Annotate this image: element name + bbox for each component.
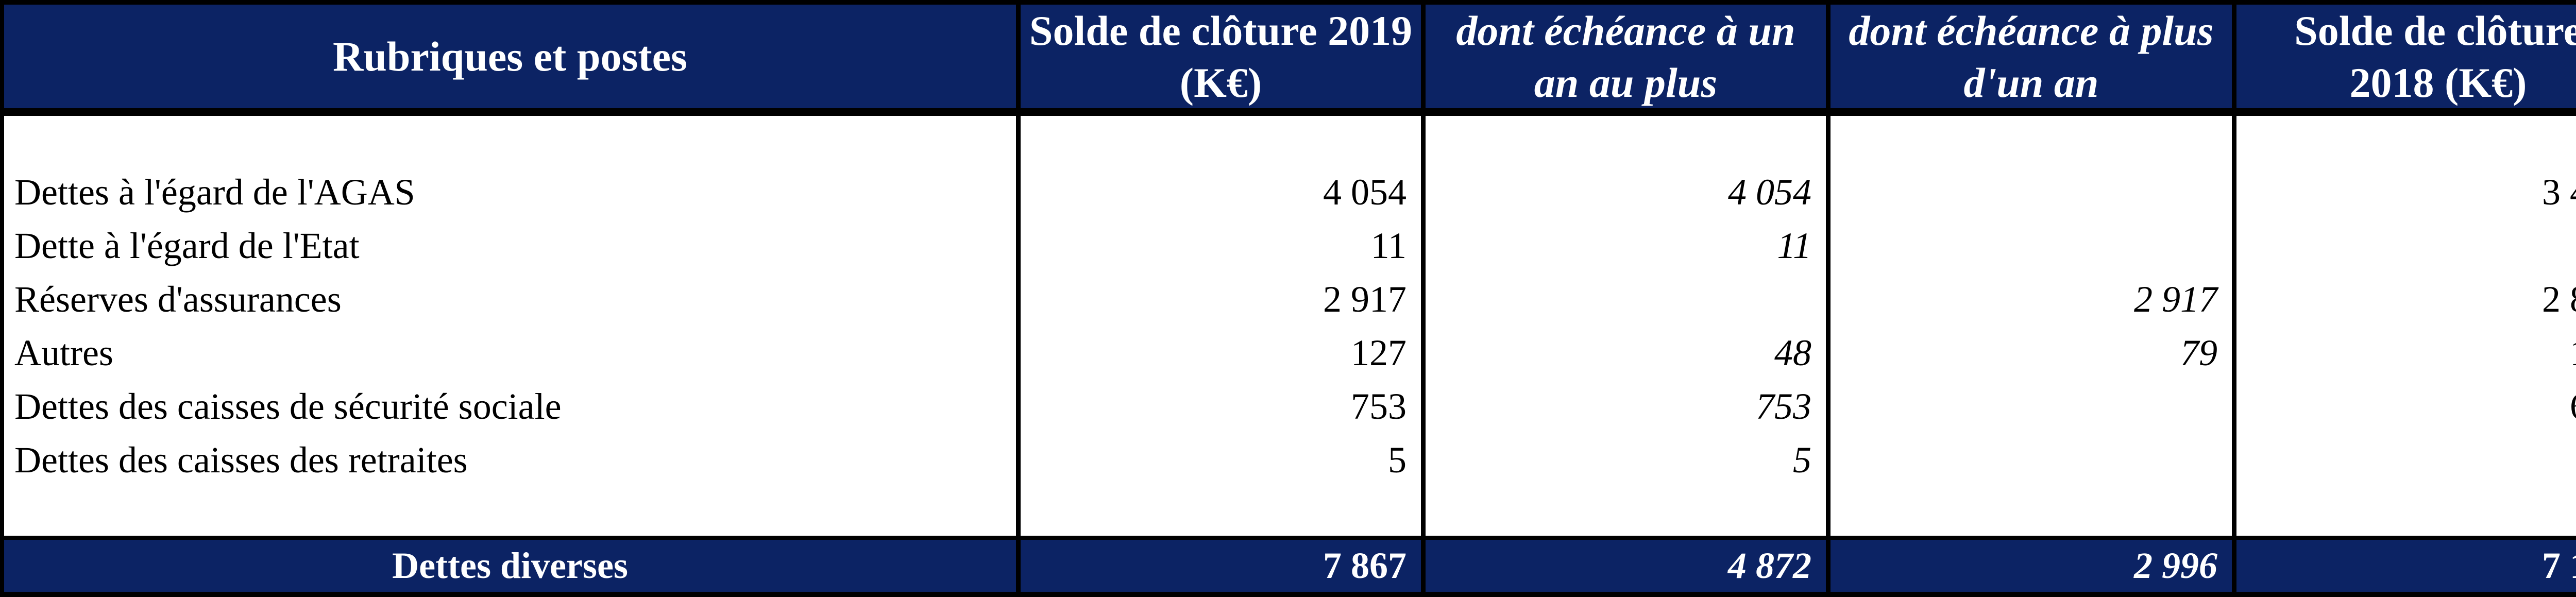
header-label-echeance-un-an-line2: an au plus (1534, 59, 1718, 106)
header-label-echeance-plus-un-an: dont échéance à plus (1849, 7, 2214, 54)
value-echeance-un-an: 753 (1756, 385, 1811, 427)
column-row-labels: Dettes à l'égard de l'AGAS Dette à l'éga… (4, 116, 1021, 540)
value-echeance-un-an: 11 (1777, 225, 1811, 266)
column-echeance-un-an-values: 4 054 11 48 753 5 (1426, 116, 1831, 540)
header-label-solde-2019-line2: (K€) (1179, 59, 1262, 106)
footer-cell-echeance-plus-un-an: 2 996 (1831, 540, 2236, 592)
value-solde-2019: 753 (1351, 385, 1406, 427)
value-solde-2019: 2 917 (1323, 278, 1406, 320)
header-label-solde-2018-line2: 2018 (K€) (2349, 59, 2527, 106)
header-label-echeance-plus-un-an-line2: d'un an (1963, 59, 2099, 106)
header-cell-solde-2018: Solde de clôture 2018 (K€) (2236, 5, 2576, 116)
value-solde-2019: 4 054 (1323, 171, 1406, 213)
header-cell-solde-2019: Solde de clôture 2019 (K€) (1021, 5, 1426, 116)
row-label: Dettes des caisses des retraites (14, 439, 468, 481)
value-solde-2018: 27 (2236, 433, 2576, 487)
footer-total-solde-2019: 7 867 (1323, 545, 1406, 586)
value-echeance-un-an: 48 (1774, 332, 1811, 373)
value-echeance-plus-un-an (1831, 433, 2217, 487)
footer-cell-label: Dettes diverses (4, 540, 1021, 592)
footer-cell-echeance-un-an: 4 872 (1426, 540, 1831, 592)
footer-total-echeance-plus-un-an: 2 996 (2134, 545, 2217, 586)
value-echeance-plus-un-an (1831, 165, 2217, 219)
header-cell-rubriques: Rubriques et postes (4, 5, 1021, 116)
column-solde-2018-values: 3 423 2 889 153 652 27 (2236, 116, 2576, 540)
header-cell-echeance-un-an: dont échéance à un an au plus (1426, 5, 1831, 116)
value-solde-2018: 153 (2236, 326, 2576, 380)
value-solde-2019: 5 (1388, 439, 1406, 481)
header-cell-echeance-plus-un-an: dont échéance à plus d'un an (1831, 5, 2236, 116)
header-label-solde-2019: Solde de clôture 2019 (1029, 7, 1413, 54)
footer-cell-solde-2018: 7 144 (2236, 540, 2576, 592)
value-solde-2019: 11 (1370, 225, 1406, 266)
header-label-solde-2018: Solde de clôture (2294, 7, 2576, 54)
column-solde-2019-values: 4 054 11 2 917 127 753 5 (1021, 116, 1426, 540)
value-echeance-un-an (1426, 272, 1811, 326)
value-solde-2018 (2236, 219, 2576, 272)
value-solde-2018: 2 889 (2542, 278, 2576, 320)
footer-cell-solde-2019: 7 867 (1021, 540, 1426, 592)
value-echeance-plus-un-an: 79 (2180, 332, 2217, 373)
column-echeance-plus-un-an-values: 2 917 79 (1831, 116, 2236, 540)
row-label: Dette à l'égard de l'Etat (14, 225, 360, 266)
row-label: Réserves d'assurances (14, 278, 342, 320)
row-label: Dettes à l'égard de l'AGAS (14, 171, 415, 213)
row-label: Autres (14, 332, 113, 373)
value-solde-2018: 3 423 (2542, 171, 2576, 213)
value-solde-2019: 127 (1351, 332, 1406, 373)
value-echeance-un-an: 5 (1793, 439, 1811, 481)
row-label: Dettes des caisses de sécurité sociale (14, 385, 562, 427)
header-label-echeance-un-an: dont échéance à un (1456, 7, 1795, 54)
value-echeance-un-an: 4 054 (1728, 171, 1811, 213)
footer-total-echeance-un-an: 4 872 (1728, 545, 1811, 586)
footer-total-label: Dettes diverses (392, 545, 628, 586)
value-echeance-plus-un-an: 2 917 (2134, 278, 2217, 320)
footer-total-solde-2018: 7 144 (2542, 545, 2576, 586)
value-echeance-plus-un-an (1831, 219, 2217, 272)
value-echeance-plus-un-an (1831, 380, 2217, 433)
header-label-rubriques: Rubriques et postes (333, 33, 687, 80)
value-solde-2018: 652 (2236, 380, 2576, 433)
